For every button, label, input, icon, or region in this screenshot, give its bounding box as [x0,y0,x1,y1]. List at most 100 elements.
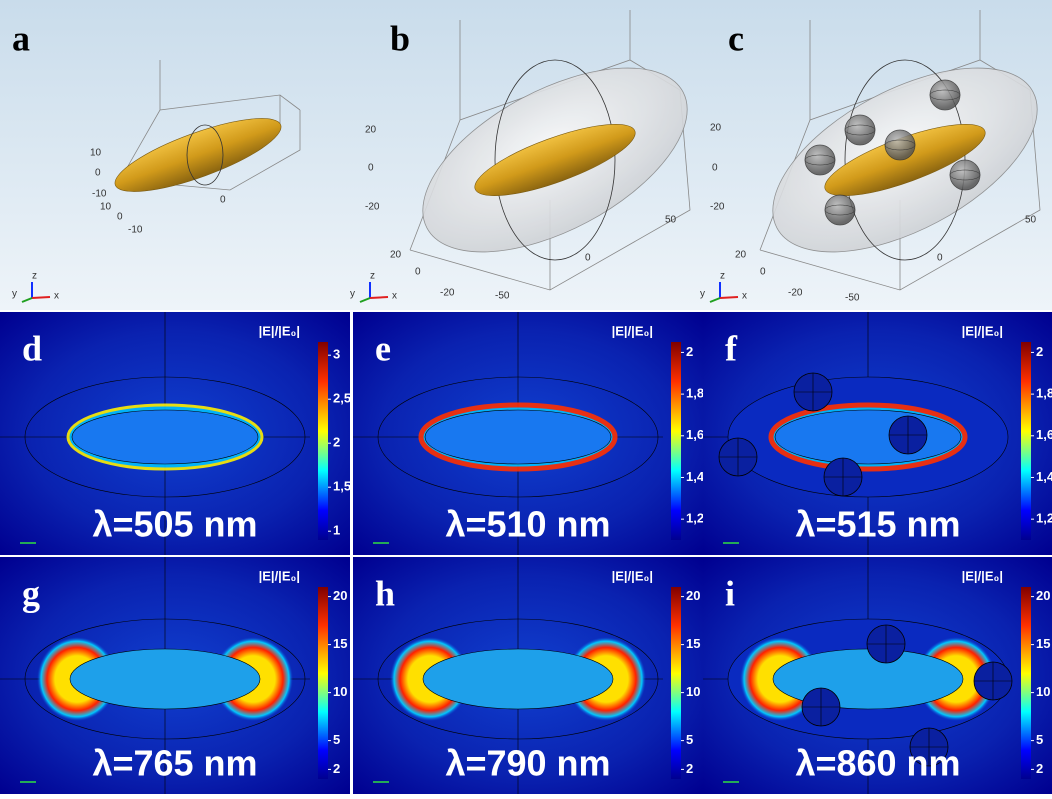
axis-tick-label: 20 [390,250,402,261]
colorbar-title: |E|/|E₀| [962,568,1003,583]
field-panel: h |E|/|E₀| 20 15 10 5 2 λ=790 nm [353,557,703,794]
sphere-cross [794,373,832,411]
axis-tick-label: -20 [710,202,725,213]
colorbar-title: |E|/|E₀| [612,323,653,338]
sphere-cross [719,438,757,476]
molecule-sphere [929,79,961,111]
axis-tick-label: 10 [90,148,102,159]
axis-tick-label: 20 [735,250,747,261]
sphere-ring [949,169,981,181]
colorbar-tick-label: 1 [333,523,340,538]
sphere-ring [929,89,961,101]
triad-y [359,297,371,303]
triad-x [719,296,739,299]
triad-label: y [350,289,355,300]
colorbar-title: |E|/|E₀| [259,323,300,338]
sphere-cross [889,416,927,454]
colorbar-tick-label: 20 [1036,588,1050,603]
gold-core [424,409,612,465]
axis-tick-label: 50 [665,215,677,226]
colorbar-tick-label: 1,6 [686,427,704,442]
field-panel: f |E|/|E₀| 2 1,8 1,6 1,4 1,2 λ=515 nm [703,312,1052,555]
colorbar-tick-label: 2 [686,761,693,776]
colorbar [1021,587,1031,779]
shell-outline [24,376,306,498]
triad-x [31,296,51,299]
shell-outline [24,618,306,740]
colorbar-tick-label: 10 [1036,684,1050,699]
sphere-cross [802,688,840,726]
sphere-ring [844,124,876,136]
colorbar-tick-label: 1,4 [1036,469,1052,484]
molecule-sphere [949,159,981,191]
axis-tick-label: -50 [495,291,510,302]
wavelength-label: λ=505 nm [92,504,257,545]
triad-label: y [700,289,705,300]
field-panel: e |E|/|E₀| 2 1,8 1,6 1,4 1,2 λ=510 nm [353,312,705,555]
triad-y [21,297,33,303]
axis-tick-label: 0 [368,163,374,174]
colorbar [671,587,681,779]
panel-letter: a [12,18,30,58]
triad-x [369,296,389,299]
sphere-cross [910,728,948,766]
colorbar [1021,342,1031,540]
colorbar [318,342,328,540]
colorbar-tick-label: 10 [686,684,700,699]
axis-tick-label: 0 [937,253,943,264]
triad-label: x [54,291,59,302]
triad-label: z [720,271,725,282]
sphere-cross [974,662,1012,700]
gold-core [422,648,614,710]
sphere-cross [824,458,862,496]
gold-core [71,409,259,465]
axis-tick-label: 20 [365,125,377,136]
colorbar [671,342,681,540]
shell-ring [494,59,616,261]
panel-letter: c [728,18,744,58]
model-panel: a 10 0 -10 10 0 -10 0 z y x [0,0,350,310]
colorbar-tick-label: 1,5 [333,479,351,494]
axis-tick-label: -10 [92,189,107,200]
colorbar-tick-label: 20 [686,588,700,603]
colorbar-tick-label: 20 [333,588,347,603]
wavelength-label: λ=790 nm [445,743,610,784]
gold-core [69,648,261,710]
panel-letter: f [725,328,738,368]
gold-core [772,648,964,710]
axis-tick-label: -10 [128,225,143,236]
axis-tick-label: 0 [760,267,766,278]
gold-core [774,409,962,465]
colorbar [318,587,328,779]
colorbar-tick-label: 2 [686,344,693,359]
sphere-ring [884,139,916,151]
colorbar-title: |E|/|E₀| [962,323,1003,338]
colorbar-tick-label: 5 [1036,732,1043,747]
sphere-ring [804,154,836,166]
model-panel: b 20 0 -20 20 0 -20 -50 0 50 z y x [350,0,700,310]
shell-outline [377,376,659,498]
axis-tick-label: 0 [712,163,718,174]
axis-tick-label: 10 [100,202,112,213]
colorbar-title: |E|/|E₀| [259,568,300,583]
axis-tick-label: -50 [845,293,860,304]
triad-y [709,297,721,303]
sphere-cross [867,625,905,663]
colorbar-title: |E|/|E₀| [612,568,653,583]
model-panel: c 20 0 -20 20 0 -20 -50 0 50 z y x [700,0,1052,310]
colorbar-tick-label: 5 [686,732,693,747]
triad-label: z [32,271,37,282]
gold-particle [474,124,636,196]
field-panel: d |E|/|E₀| 3 2,5 2 1,5 1 λ=505 nm [0,312,351,555]
axis-tick-label: 0 [95,168,101,179]
wire-box [119,60,301,191]
axis-tick-label: 50 [1025,215,1037,226]
gold-ring [186,124,224,186]
field-panel: g |E|/|E₀| 20 15 10 5 2 λ=765 nm [0,557,350,794]
colorbar-tick-label: 2 [333,435,340,450]
triad-label: x [742,291,747,302]
colorbar-tick-label: 1,2 [1036,511,1052,526]
axis-tick-label: 0 [220,195,226,206]
axis-tick-label: 0 [585,253,591,264]
